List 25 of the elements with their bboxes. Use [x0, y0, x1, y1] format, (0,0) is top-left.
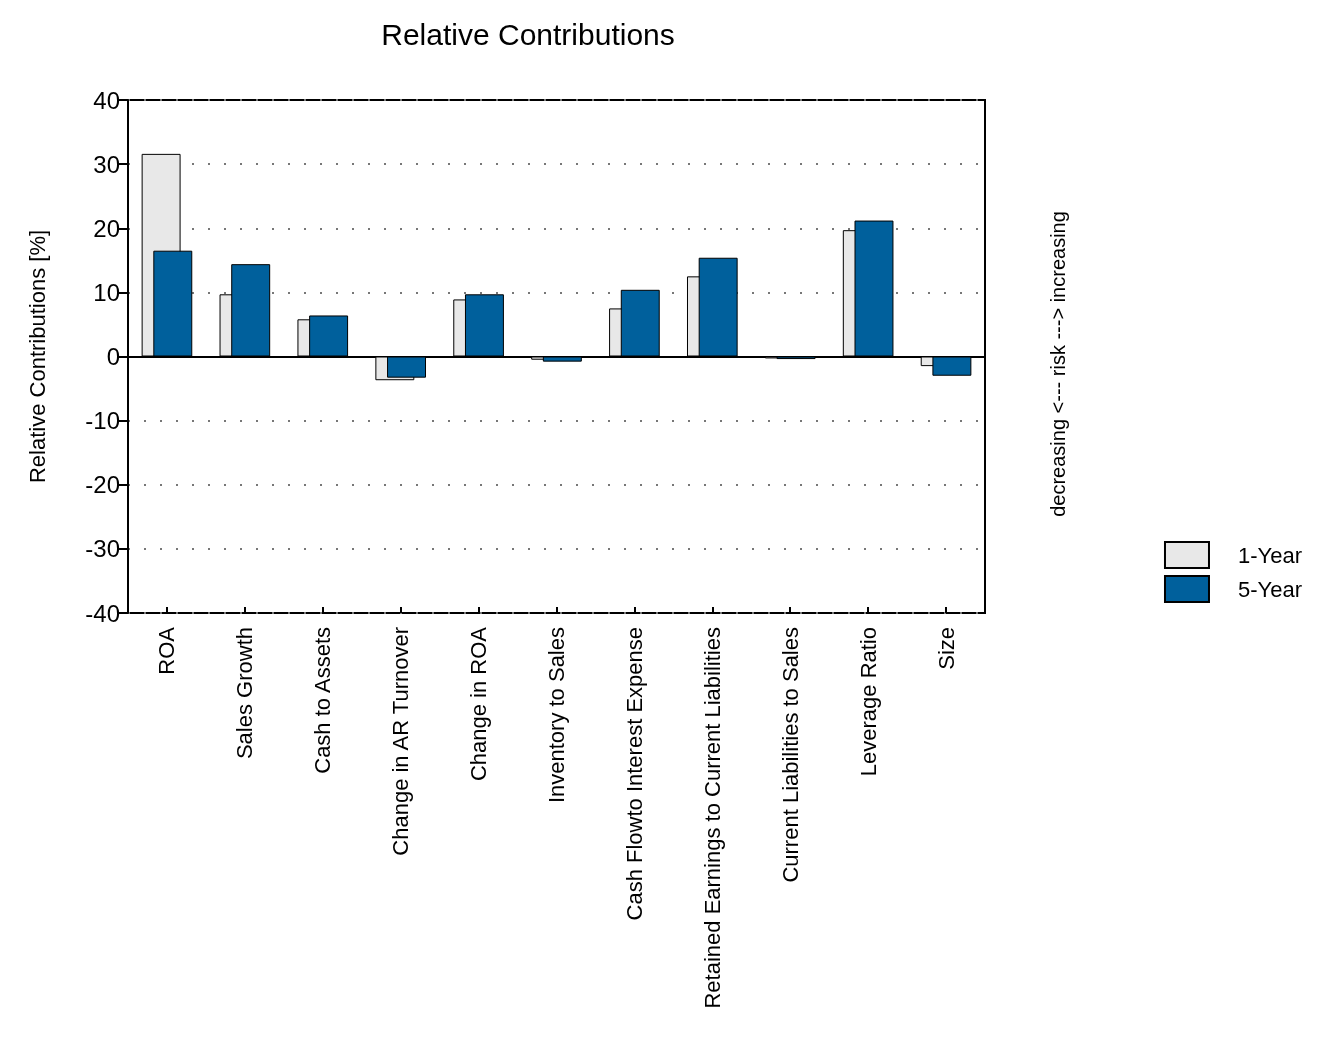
y-tick-label: 30	[93, 150, 120, 178]
y-tick-label: -30	[85, 535, 120, 563]
y-tick-label: -10	[85, 407, 120, 435]
x-tick-label: Leverage Ratio	[855, 627, 881, 777]
y-tick-label: 40	[93, 86, 120, 114]
y-tick-label: -40	[85, 599, 120, 627]
x-tick-label: Change in ROA	[466, 626, 492, 782]
x-tick-label: ROA	[154, 626, 180, 675]
text: decreasing <--- risk ---> increasing	[1047, 211, 1069, 517]
y-tick-label: 20	[93, 214, 120, 242]
x-tick-label: Size	[933, 627, 959, 670]
y-tick-label: 0	[106, 343, 120, 370]
chart-title: Relative Contributions	[381, 17, 675, 51]
x-tick-label: Cash Flowto Interest Expense	[621, 627, 647, 921]
x-tick-label: Inventory to Sales	[544, 627, 569, 804]
legend-label: 1-Year	[1237, 542, 1302, 568]
x-tick-label: Change in AR Turnover	[388, 627, 414, 856]
y-tick-label: 10	[93, 278, 120, 306]
y-axis-title: Relative Contributions [%]	[24, 229, 50, 484]
legend-label: 5-Year	[1237, 576, 1302, 602]
y-tick-label: -20	[85, 471, 120, 499]
x-tick-label: Sales Growth	[232, 627, 258, 760]
x-tick-label: Cash to Assets	[310, 627, 336, 774]
x-tick-label: Retained Earnings to Current Liabilities	[699, 627, 725, 1009]
x-tick-label: Current Liabilities to Sales	[777, 627, 803, 883]
